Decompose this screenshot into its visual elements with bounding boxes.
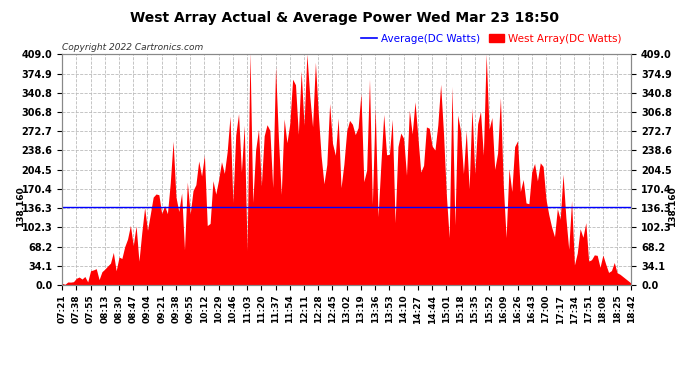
Text: West Array Actual & Average Power Wed Mar 23 18:50: West Array Actual & Average Power Wed Ma… (130, 11, 560, 25)
Text: 138.160: 138.160 (669, 187, 678, 228)
Text: 138.160: 138.160 (16, 187, 25, 228)
Text: Copyright 2022 Cartronics.com: Copyright 2022 Cartronics.com (62, 43, 204, 52)
Legend: Average(DC Watts), West Array(DC Watts): Average(DC Watts), West Array(DC Watts) (357, 30, 626, 48)
